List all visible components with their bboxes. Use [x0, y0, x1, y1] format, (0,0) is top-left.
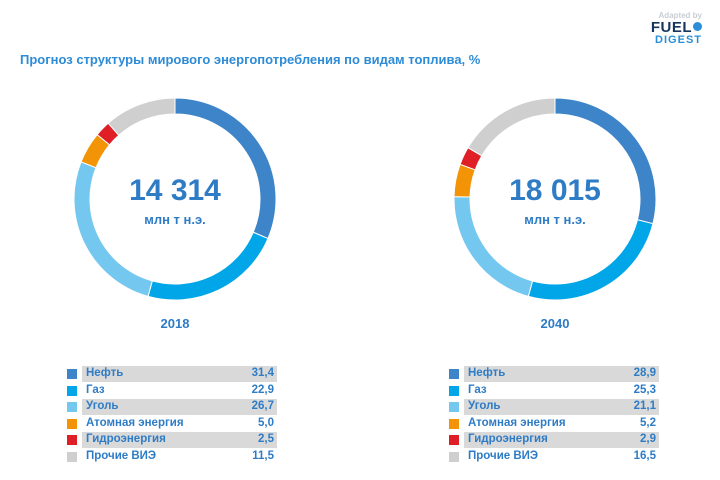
total-unit-2018: млн т н.э.: [144, 212, 206, 227]
donut-slice-other-renewables-2040: [467, 97, 556, 157]
legend-swatch: [67, 418, 77, 429]
legend-band: [82, 366, 277, 382]
legend-swatch: [449, 369, 459, 379]
legend-value: 28,9: [633, 367, 656, 379]
logo-dot-icon: [693, 22, 702, 31]
legend-row-coal-2018: Уголь 26,7: [67, 399, 277, 415]
donut-slice-gas-2040: [527, 219, 654, 301]
legend-row-coal-2040: Уголь 21,1: [449, 399, 659, 415]
legend-label: Уголь: [86, 400, 119, 412]
legend-label: Атомная энергия: [468, 416, 566, 429]
logo-fuel-text: FUEL: [650, 19, 692, 36]
legend-value: 25,3: [633, 383, 656, 396]
legend-row-nuclear-2018: Атомная энергия 5,0: [67, 416, 277, 432]
legend-row-hydro-2018: Гидроэнергия 2,5: [67, 432, 277, 448]
logo-adapted-text: Adapted by: [658, 11, 702, 20]
legend-label: Гидроэнергия: [86, 433, 166, 445]
legend-swatch: [67, 435, 77, 445]
legend-value: 22,9: [251, 383, 274, 396]
legend-band: [82, 432, 277, 448]
legend-swatch: [67, 451, 77, 462]
legend-row-other-renewables-2018: Прочие ВИЭ 11,5: [67, 449, 277, 465]
legend-2040: Нефть 28,9 Газ 25,3 Уголь 21,1 Атомная энергия…: [449, 366, 659, 465]
legend-value: 16,5: [633, 449, 656, 462]
legend-value: 26,7: [251, 400, 274, 412]
legend-value: 2,5: [258, 433, 274, 445]
legend-2018: Нефть 31,4 Газ 22,9 Уголь 26,7 Атомная энергия…: [67, 366, 277, 465]
total-value-2040: 18 015: [509, 174, 601, 207]
year-label-2018: 2018: [160, 316, 190, 331]
legend-band: [464, 383, 659, 399]
legend-swatch: [449, 451, 459, 462]
legend-value: 21,1: [633, 400, 656, 412]
legend-value: 2,9: [640, 433, 656, 445]
legend-label: Уголь: [468, 400, 501, 412]
legend-label: Атомная энергия: [86, 416, 184, 429]
logo-digest-text: DIGEST: [655, 34, 702, 46]
legend-swatch: [67, 402, 77, 412]
legend-value: 5,0: [258, 416, 274, 429]
legend-row-gas-2040: Газ 25,3: [449, 383, 659, 399]
fuel-digest-logo: Adapted by FUEL DIGEST: [632, 12, 702, 46]
legend-swatch: [449, 435, 459, 445]
donut-chart-2018: [73, 97, 277, 301]
legend-value: 11,5: [252, 449, 274, 462]
donut-chart-2040: [453, 97, 657, 301]
legend-label: Нефть: [86, 367, 124, 379]
legend-label: Газ: [468, 383, 487, 396]
legend-row-gas-2018: Газ 22,9: [67, 383, 277, 399]
legend-value: 31,4: [251, 367, 274, 379]
chart-title: Прогноз структуры мирового энергопотребл…: [20, 52, 481, 67]
legend-value: 5,2: [640, 416, 656, 429]
legend-swatch: [67, 369, 77, 379]
year-label-2040: 2040: [540, 316, 570, 331]
donut-slice-gas-2018: [147, 231, 269, 301]
legend-row-oil-2018: Нефть 31,4: [67, 366, 277, 382]
legend-label: Нефть: [468, 367, 506, 379]
legend-row-hydro-2040: Гидроэнергия 2,9: [449, 432, 659, 448]
legend-label: Прочие ВИЭ: [86, 449, 157, 462]
legend-band: [464, 366, 659, 382]
legend-label: Гидроэнергия: [468, 433, 548, 445]
legend-row-other-renewables-2040: Прочие ВИЭ 16,5: [449, 449, 659, 465]
legend-band: [82, 399, 277, 415]
total-value-2018: 14 314: [129, 174, 221, 207]
donut-slice-other-renewables-2018: [107, 97, 176, 136]
legend-row-nuclear-2040: Атомная энергия 5,2: [449, 416, 659, 432]
legend-swatch: [449, 402, 459, 412]
legend-row-oil-2040: Нефть 28,9: [449, 366, 659, 382]
legend-label: Прочие ВИЭ: [468, 449, 539, 462]
legend-band: [464, 399, 659, 415]
legend-swatch: [449, 418, 459, 429]
legend-band: [82, 383, 277, 399]
legend-band: [464, 432, 659, 448]
legend-swatch: [67, 385, 77, 396]
legend-label: Газ: [86, 383, 105, 396]
total-unit-2040: млн т н.э.: [524, 212, 586, 227]
legend-swatch: [449, 385, 459, 396]
